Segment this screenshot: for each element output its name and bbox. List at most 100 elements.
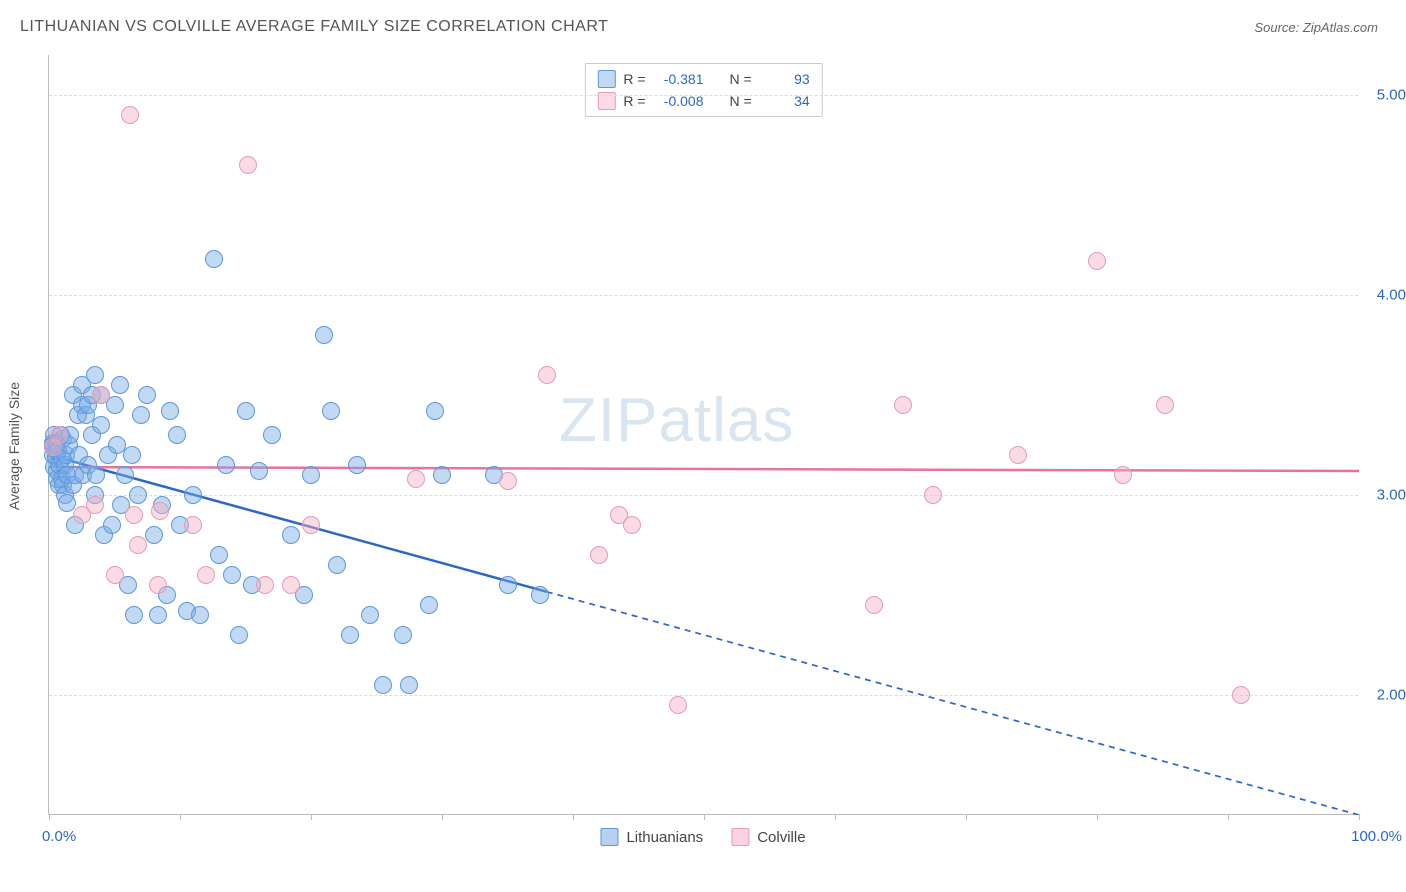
x-tick	[180, 814, 181, 820]
data-point-lithuanians	[168, 426, 186, 444]
data-point-colville	[92, 386, 110, 404]
data-point-lithuanians	[420, 596, 438, 614]
data-point-lithuanians	[348, 456, 366, 474]
x-tick	[311, 814, 312, 820]
data-point-lithuanians	[499, 576, 517, 594]
data-point-lithuanians	[250, 462, 268, 480]
y-tick-label: 3.00	[1377, 487, 1406, 504]
swatch-lithuanians-bottom	[600, 828, 618, 846]
data-point-colville	[149, 576, 167, 594]
legend-stats: R = -0.381 N = 93 R = -0.008 N = 34	[584, 63, 822, 117]
data-point-lithuanians	[149, 606, 167, 624]
data-point-colville	[256, 576, 274, 594]
data-point-colville	[197, 566, 215, 584]
data-point-colville	[302, 516, 320, 534]
legend-label-lithuanians: Lithuanians	[626, 829, 703, 846]
data-point-lithuanians	[138, 386, 156, 404]
data-point-colville	[623, 516, 641, 534]
legend-bottom: Lithuanians Colville	[600, 828, 805, 846]
data-point-colville	[73, 506, 91, 524]
data-point-lithuanians	[302, 466, 320, 484]
data-point-colville	[924, 486, 942, 504]
data-point-lithuanians	[161, 402, 179, 420]
data-point-colville	[1114, 466, 1132, 484]
data-point-lithuanians	[374, 676, 392, 694]
plot-area: ZIPatlas R = -0.381 N = 93 R = -0.008 N …	[48, 55, 1358, 815]
data-point-colville	[894, 396, 912, 414]
data-point-colville	[499, 472, 517, 490]
data-point-lithuanians	[263, 426, 281, 444]
data-point-lithuanians	[223, 566, 241, 584]
swatch-colville-bottom	[731, 828, 749, 846]
chart-title: LITHUANIAN VS COLVILLE AVERAGE FAMILY SI…	[20, 18, 608, 36]
correlation-chart: LITHUANIAN VS COLVILLE AVERAGE FAMILY SI…	[0, 0, 1406, 892]
gridline	[49, 295, 1358, 296]
data-point-colville	[129, 536, 147, 554]
data-point-lithuanians	[237, 402, 255, 420]
n-label-1: N =	[730, 68, 752, 90]
data-point-colville	[125, 506, 143, 524]
data-point-lithuanians	[322, 402, 340, 420]
r-value-2: -0.008	[654, 90, 704, 112]
data-point-lithuanians	[361, 606, 379, 624]
data-point-colville	[1088, 252, 1106, 270]
data-point-lithuanians	[205, 250, 223, 268]
data-point-colville	[865, 596, 883, 614]
data-point-lithuanians	[129, 486, 147, 504]
data-point-lithuanians	[210, 546, 228, 564]
trend-line-solid-colville	[49, 467, 1359, 471]
x-tick	[1097, 814, 1098, 820]
r-label-1: R =	[623, 68, 645, 90]
x-tick	[49, 814, 50, 820]
x-axis-min-label: 0.0%	[42, 828, 76, 845]
x-axis-max-label: 100.0%	[1351, 828, 1402, 845]
data-point-colville	[151, 502, 169, 520]
x-tick	[573, 814, 574, 820]
x-tick	[704, 814, 705, 820]
y-tick-label: 4.00	[1377, 287, 1406, 304]
x-tick	[966, 814, 967, 820]
x-tick	[1359, 814, 1360, 820]
legend-stats-row-1: R = -0.381 N = 93	[597, 68, 809, 90]
data-point-colville	[407, 470, 425, 488]
data-point-colville	[106, 566, 124, 584]
data-point-lithuanians	[282, 526, 300, 544]
data-point-lithuanians	[184, 486, 202, 504]
data-point-colville	[282, 576, 300, 594]
data-point-lithuanians	[341, 626, 359, 644]
y-tick-label: 2.00	[1377, 687, 1406, 704]
swatch-lithuanians	[597, 70, 615, 88]
y-tick-label: 5.00	[1377, 87, 1406, 104]
data-point-lithuanians	[328, 556, 346, 574]
data-point-lithuanians	[191, 606, 209, 624]
data-point-lithuanians	[531, 586, 549, 604]
watermark: ZIPatlas	[559, 385, 794, 456]
data-point-lithuanians	[87, 466, 105, 484]
data-point-lithuanians	[103, 516, 121, 534]
legend-item-colville: Colville	[731, 828, 805, 846]
data-point-lithuanians	[116, 466, 134, 484]
x-tick	[835, 814, 836, 820]
data-point-colville	[590, 546, 608, 564]
data-point-lithuanians	[111, 376, 129, 394]
y-axis-title: Average Family Size	[6, 382, 22, 510]
gridline	[49, 95, 1358, 96]
source-attribution: Source: ZipAtlas.com	[1254, 20, 1378, 35]
r-value-1: -0.381	[654, 68, 704, 90]
data-point-colville	[121, 106, 139, 124]
data-point-lithuanians	[125, 606, 143, 624]
data-point-colville	[44, 438, 62, 456]
data-point-lithuanians	[315, 326, 333, 344]
n-label-2: N =	[730, 90, 752, 112]
x-tick	[442, 814, 443, 820]
legend-label-colville: Colville	[757, 829, 805, 846]
data-point-lithuanians	[394, 626, 412, 644]
data-point-lithuanians	[123, 446, 141, 464]
source-name: ZipAtlas.com	[1303, 20, 1378, 35]
legend-stats-row-2: R = -0.008 N = 34	[597, 90, 809, 112]
gridline	[49, 495, 1358, 496]
data-point-colville	[669, 696, 687, 714]
data-point-colville	[1009, 446, 1027, 464]
n-value-2: 34	[760, 90, 810, 112]
data-point-lithuanians	[426, 402, 444, 420]
